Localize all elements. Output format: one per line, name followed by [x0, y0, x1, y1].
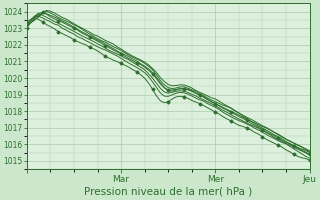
X-axis label: Pression niveau de la mer( hPa ): Pression niveau de la mer( hPa ) — [84, 187, 252, 197]
